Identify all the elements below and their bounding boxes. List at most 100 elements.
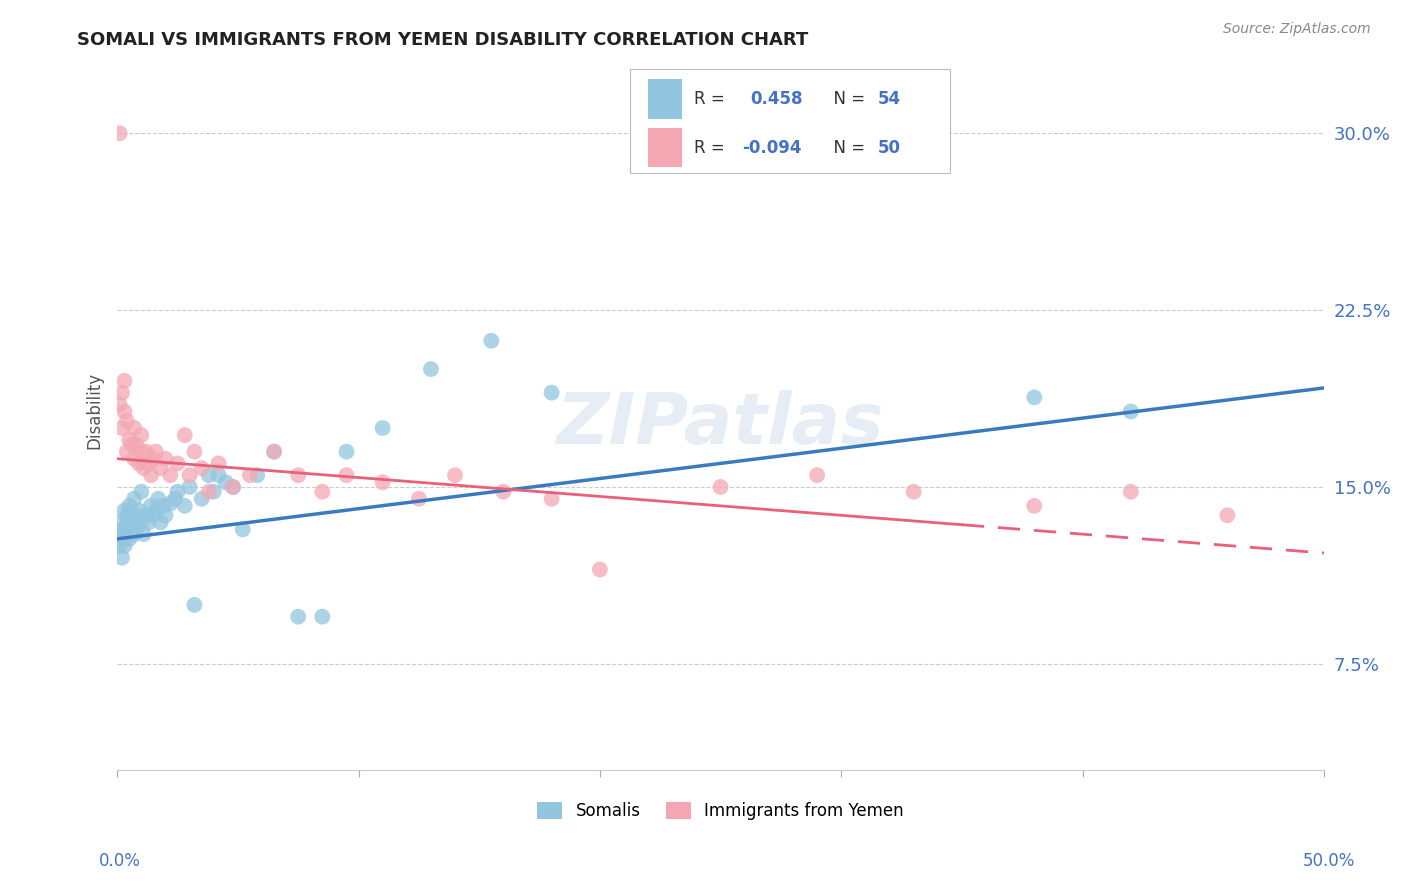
Point xyxy=(115,520,138,534)
Point xyxy=(173,499,195,513)
Point xyxy=(1024,390,1046,404)
Point xyxy=(492,484,515,499)
Point xyxy=(111,550,134,565)
Point xyxy=(179,480,201,494)
Point xyxy=(115,414,138,428)
Point xyxy=(287,468,309,483)
Point xyxy=(165,491,187,506)
Text: SOMALI VS IMMIGRANTS FROM YEMEN DISABILITY CORRELATION CHART: SOMALI VS IMMIGRANTS FROM YEMEN DISABILI… xyxy=(77,31,808,49)
Point xyxy=(179,468,201,483)
Point xyxy=(135,444,157,458)
Point xyxy=(145,444,167,458)
Point xyxy=(111,523,134,537)
Point xyxy=(806,468,828,483)
Point xyxy=(190,461,212,475)
FancyBboxPatch shape xyxy=(630,69,950,173)
Point xyxy=(709,480,731,494)
Point xyxy=(135,508,157,523)
Point xyxy=(111,385,134,400)
Text: 54: 54 xyxy=(877,90,901,108)
Point xyxy=(139,468,162,483)
Point xyxy=(128,503,150,517)
Point xyxy=(152,499,174,513)
Legend: Somalis, Immigrants from Yemen: Somalis, Immigrants from Yemen xyxy=(530,795,910,826)
Point xyxy=(198,468,221,483)
Point xyxy=(335,444,357,458)
Point xyxy=(122,421,145,435)
Point xyxy=(132,527,155,541)
Point xyxy=(215,475,238,490)
Point xyxy=(142,508,165,523)
Text: R =: R = xyxy=(695,90,735,108)
Point xyxy=(311,609,333,624)
Point xyxy=(115,444,138,458)
Point xyxy=(131,444,153,458)
Point xyxy=(1216,508,1239,523)
Point xyxy=(222,480,245,494)
Point xyxy=(149,461,172,475)
Point xyxy=(1119,484,1142,499)
Point xyxy=(148,491,170,506)
Point xyxy=(139,499,162,513)
Point xyxy=(239,468,262,483)
Point xyxy=(166,484,188,499)
Point xyxy=(112,503,135,517)
Point xyxy=(1024,499,1046,513)
Point xyxy=(122,451,145,466)
Point xyxy=(183,598,205,612)
Point xyxy=(122,491,145,506)
Point xyxy=(108,516,131,530)
Point xyxy=(419,362,441,376)
Point xyxy=(125,523,148,537)
Point xyxy=(190,491,212,506)
Point xyxy=(118,532,141,546)
Point xyxy=(540,491,562,506)
Point xyxy=(149,516,172,530)
Text: N =: N = xyxy=(823,138,870,156)
Point xyxy=(479,334,502,348)
Text: 50: 50 xyxy=(877,138,900,156)
Point xyxy=(131,516,153,530)
Point xyxy=(173,428,195,442)
Point xyxy=(263,444,285,458)
Point xyxy=(142,451,165,466)
Point xyxy=(125,508,148,523)
Point xyxy=(287,609,309,624)
Point xyxy=(121,516,143,530)
Point xyxy=(145,503,167,517)
Text: N =: N = xyxy=(823,90,870,108)
Point xyxy=(155,508,177,523)
Point xyxy=(125,437,148,451)
Point xyxy=(108,527,131,541)
Text: 0.458: 0.458 xyxy=(751,90,803,108)
Point xyxy=(115,508,138,523)
Point xyxy=(198,484,221,499)
Point xyxy=(183,444,205,458)
Point xyxy=(111,532,134,546)
Point xyxy=(108,539,131,553)
Point xyxy=(118,433,141,447)
Point xyxy=(138,457,160,471)
Point xyxy=(111,421,134,435)
Point xyxy=(112,404,135,418)
Point xyxy=(131,428,153,442)
Point xyxy=(108,126,131,140)
Y-axis label: Disability: Disability xyxy=(86,372,103,449)
Point xyxy=(589,562,612,576)
Point xyxy=(222,480,245,494)
Point xyxy=(207,468,229,483)
Point xyxy=(122,527,145,541)
Point xyxy=(112,374,135,388)
Point xyxy=(371,421,394,435)
FancyBboxPatch shape xyxy=(648,128,682,168)
Point xyxy=(108,397,131,411)
Point xyxy=(159,496,181,510)
Point xyxy=(121,437,143,451)
Point xyxy=(311,484,333,499)
Point xyxy=(131,484,153,499)
Point xyxy=(232,523,254,537)
Point xyxy=(118,499,141,513)
Point xyxy=(132,461,155,475)
Point xyxy=(166,457,188,471)
Point xyxy=(138,516,160,530)
